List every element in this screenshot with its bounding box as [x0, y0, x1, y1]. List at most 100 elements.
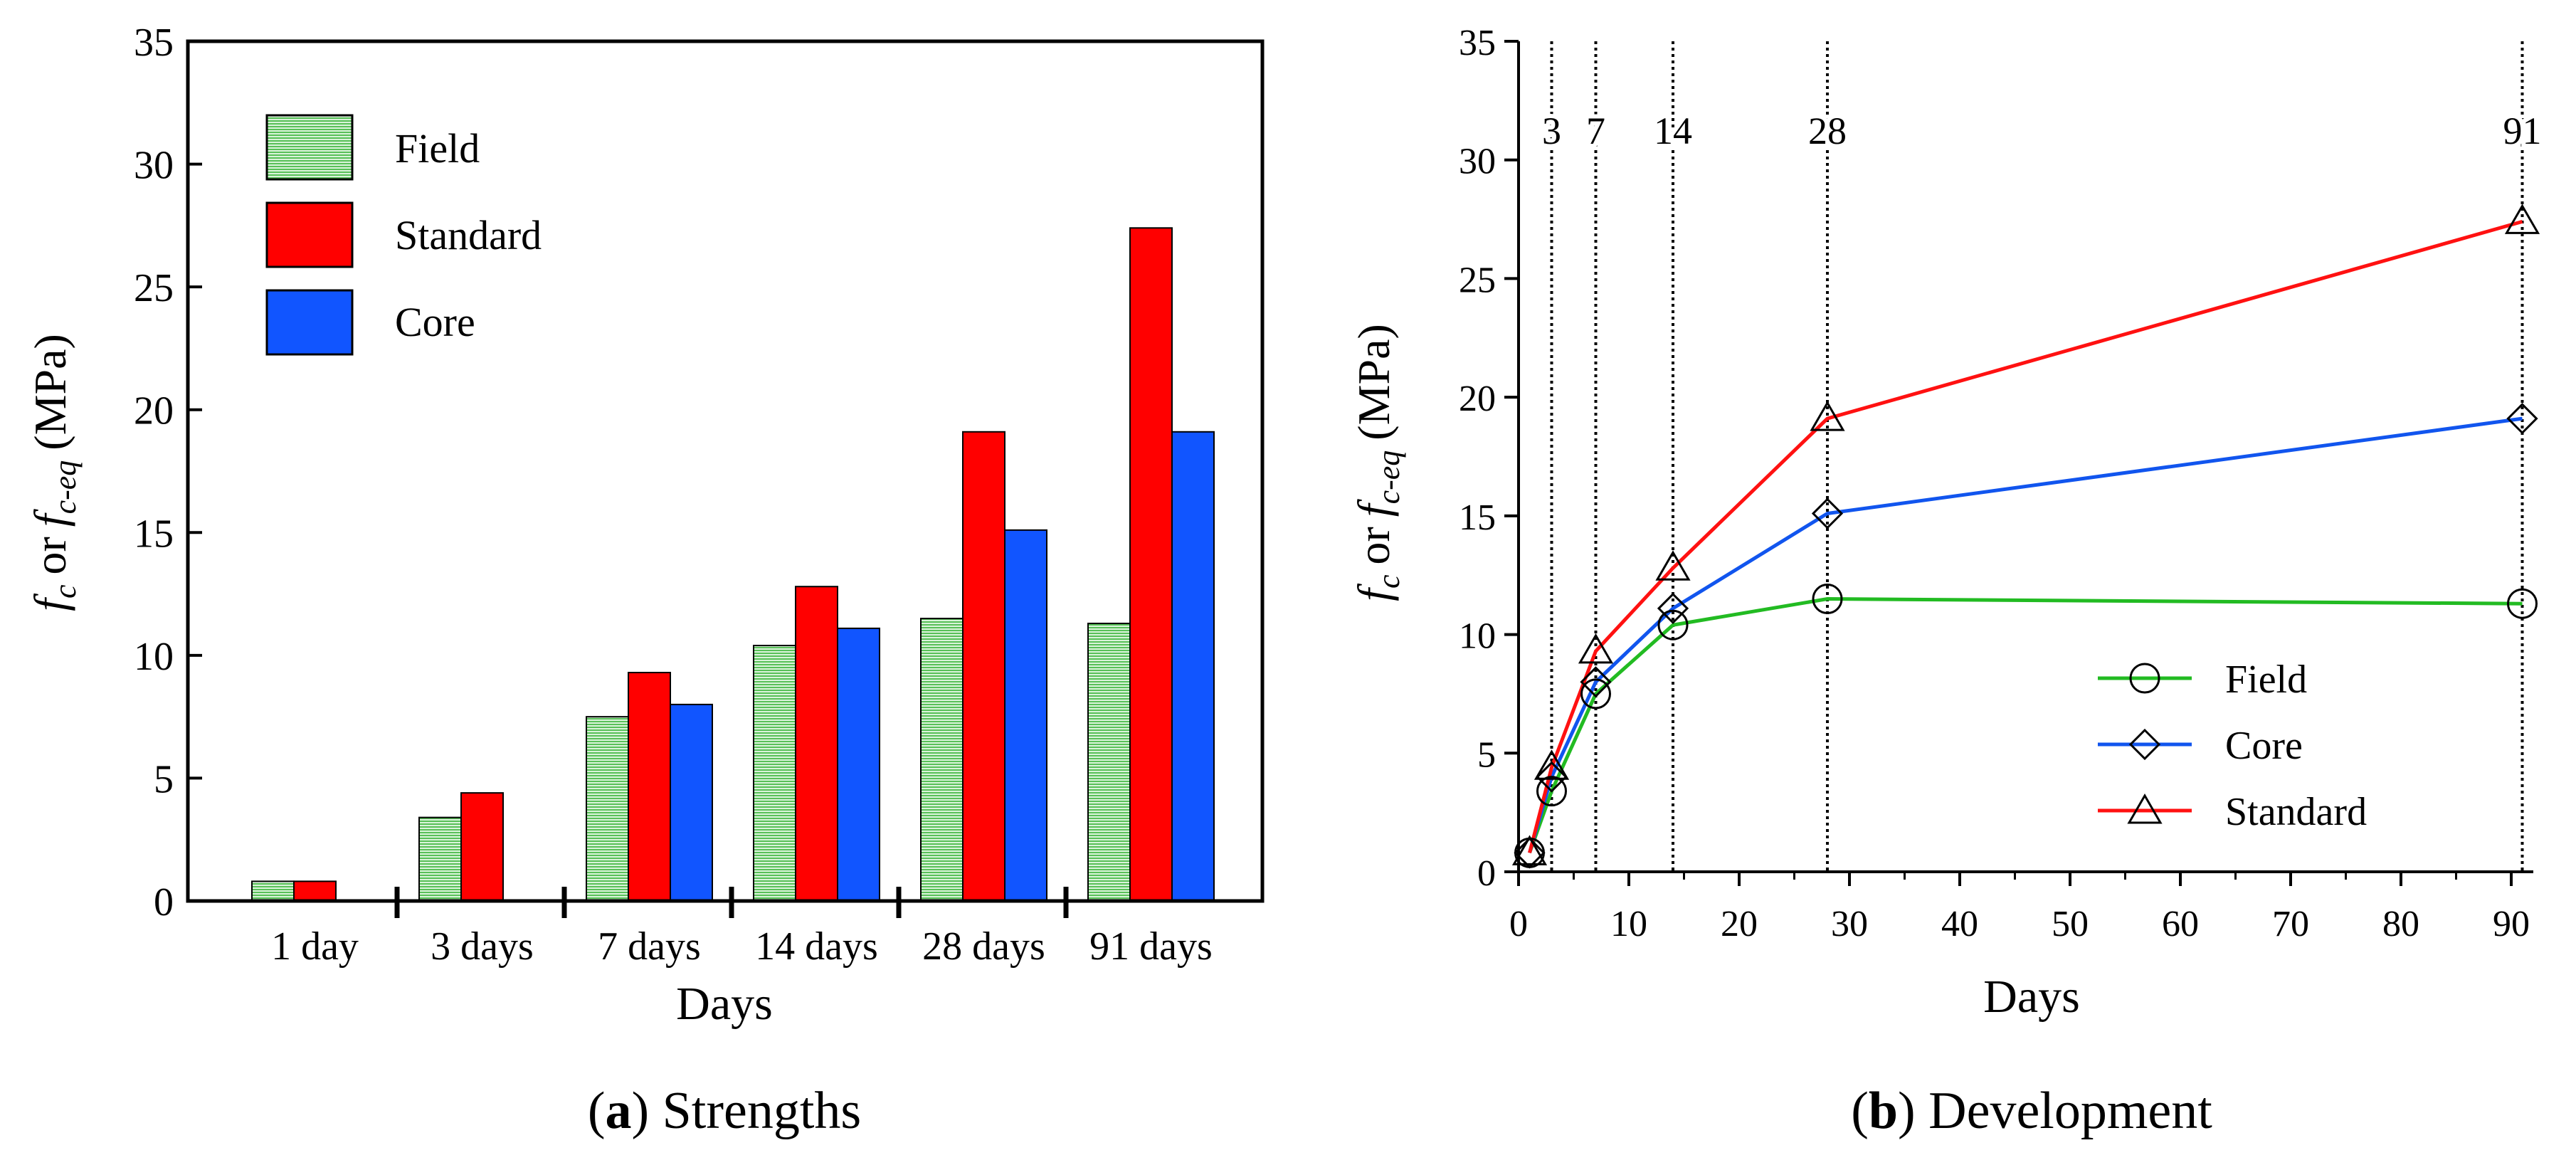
a-y-sub-2: c-eq — [48, 460, 83, 515]
b-legend-label-core: Core — [2225, 724, 2303, 768]
b-marker-core — [1536, 761, 1568, 793]
a-y-tick-label: 25 — [134, 266, 174, 310]
b-y-tick-label: 25 — [1459, 260, 1496, 300]
b-y-axis: 0 5 10 15 20 25 30 35 — [1459, 23, 1519, 894]
b-y-tick-label: 30 — [1459, 142, 1496, 182]
a-y-tick-label: 15 — [134, 512, 174, 556]
b-x-axis-title: Days — [1983, 971, 2080, 1023]
b-x-tick-label: 70 — [2272, 904, 2309, 944]
b-y-tick-label: 35 — [1459, 23, 1496, 63]
b-x-axis: 0 10 20 30 40 50 60 70 80 90 — [1509, 872, 2530, 944]
b-legend: Field Core Standard — [2098, 658, 2367, 834]
a-bar-core — [837, 627, 880, 902]
a-y-tick-label: 30 — [134, 144, 174, 188]
a-legend-swatch-standard — [265, 201, 354, 268]
a-caption-text: Strengths — [663, 1082, 862, 1140]
b-marker-field — [1536, 776, 1567, 807]
b-line-standard — [1528, 220, 2523, 853]
panel-a: 0 5 10 15 20 25 30 35 1 day 3 days 7 days 14 days 2… — [25, 21, 1265, 1140]
b-marker-standard — [1534, 749, 1570, 780]
b-marker-standard — [1810, 401, 1845, 431]
b-x-tick-label: 50 — [2052, 904, 2089, 944]
b-legend-label-field: Field — [2225, 658, 2307, 702]
b-marker-field — [1580, 678, 1611, 710]
a-y-axis-title: fcorfc-eq(MPa) — [25, 334, 83, 611]
a-bar-standard — [962, 431, 1005, 902]
a-x-axis-title: Days — [676, 978, 773, 1030]
a-bar-standard — [293, 880, 337, 902]
a-x-tick-label: 1 day — [271, 924, 359, 969]
b-y-tick-label: 10 — [1459, 616, 1496, 657]
b-legend-marker-core — [2128, 728, 2161, 761]
a-legend-swatch-field — [265, 114, 354, 181]
a-x-tick-label: 3 days — [431, 924, 534, 969]
b-y-tick-label: 0 — [1477, 853, 1496, 894]
a-caption: (a) Strengths — [588, 1082, 861, 1140]
a-bar-standard — [628, 672, 671, 902]
a-x-tick-label: 91 days — [1089, 924, 1213, 969]
b-line-field — [1528, 597, 2523, 854]
a-legend-label-core: Core — [395, 299, 475, 345]
b-marker-core — [1580, 666, 1612, 698]
a-y-tick-label: 20 — [134, 389, 174, 433]
b-x-tick-label: 80 — [2382, 904, 2419, 944]
b-marker-field — [1812, 584, 1843, 615]
a-y-unit: (MPa) — [25, 334, 75, 450]
a-legend-swatch-core — [265, 289, 354, 356]
b-reference-label: 91 — [2503, 110, 2542, 152]
b-line-core — [1528, 416, 2523, 854]
b-y-tick-label: 15 — [1459, 497, 1496, 538]
b-marker-field — [2507, 588, 2538, 619]
a-caption-letter: a — [605, 1082, 631, 1140]
b-x-tick-label: 90 — [2493, 904, 2530, 944]
a-bar-standard — [795, 586, 838, 902]
b-x-tick-label: 10 — [1610, 904, 1647, 944]
b-series — [1511, 204, 2540, 869]
a-x-tick-label: 14 days — [755, 924, 878, 969]
b-x-tick-label: 40 — [1941, 904, 1978, 944]
a-y-axis: 0 5 10 15 20 25 30 35 — [134, 21, 202, 924]
b-x-tick-label: 60 — [2162, 904, 2199, 944]
b-legend-label-standard: Standard — [2225, 790, 2367, 834]
a-x-tick-label: 28 days — [922, 924, 1045, 969]
a-y-tick-label: 10 — [134, 635, 174, 679]
b-reference-label: 3 — [1542, 110, 1561, 152]
b-y-axis-title: fcorfc-eq(MPa) — [1348, 324, 1406, 601]
b-marker-field — [1657, 609, 1689, 641]
a-bar-core — [670, 703, 713, 902]
a-x-axis: 1 day 3 days 7 days 14 days 28 days 91 days — [271, 887, 1213, 969]
b-legend-marker-standard — [2127, 794, 2163, 824]
b-marker-standard — [1655, 550, 1691, 581]
b-reference-label: 28 — [1808, 110, 1847, 152]
a-legend-label-field: Field — [395, 125, 480, 172]
a-bar-field — [251, 880, 295, 902]
b-x-tick-label: 0 — [1509, 904, 1528, 944]
b-marker-standard — [1511, 835, 1548, 865]
a-bar-core — [1004, 529, 1047, 902]
a-legend: Field Standard Core — [265, 114, 542, 356]
a-bar-field — [418, 816, 462, 902]
b-marker-standard — [1578, 633, 1614, 664]
b-marker-core — [2506, 403, 2538, 435]
a-x-tick-label: 7 days — [598, 924, 701, 969]
b-y-tick-label: 5 — [1477, 734, 1496, 775]
a-y-or: or — [25, 537, 75, 574]
a-bar-field — [1087, 622, 1131, 902]
b-y-unit: (MPa) — [1348, 324, 1399, 441]
b-x-tick-label: 30 — [1831, 904, 1868, 944]
b-caption-text: Development — [1928, 1082, 2212, 1140]
b-marker-standard — [2504, 204, 2540, 234]
a-bar-core — [1171, 431, 1215, 902]
a-bar-field — [753, 645, 796, 902]
b-marker-core — [1514, 837, 1546, 869]
a-y-tick-label: 5 — [154, 757, 174, 801]
b-reference-lines: 3 7 14 28 91 — [1538, 41, 2546, 872]
b-caption-letter: b — [1869, 1082, 1898, 1140]
a-y-tick-label: 35 — [134, 21, 174, 65]
a-y-sub-1: c — [48, 584, 83, 599]
b-y-sub-1: c — [1371, 574, 1406, 589]
a-y-tick-label: 0 — [154, 880, 174, 924]
b-legend-marker-field — [2129, 663, 2160, 694]
a-bar-field — [586, 716, 629, 902]
